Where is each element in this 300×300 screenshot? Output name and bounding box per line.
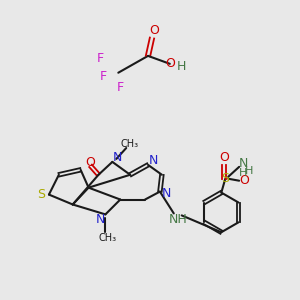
Text: S: S	[37, 188, 45, 201]
Text: CH₃: CH₃	[120, 139, 138, 149]
Text: H: H	[245, 166, 253, 176]
Text: H: H	[177, 60, 186, 73]
Text: N: N	[148, 154, 158, 167]
Text: H: H	[239, 168, 247, 178]
Text: F: F	[100, 70, 107, 83]
Text: N: N	[112, 152, 122, 164]
Text: N: N	[162, 187, 172, 200]
Text: O: O	[85, 156, 95, 170]
Text: CH₃: CH₃	[98, 233, 116, 243]
Text: N: N	[238, 158, 248, 170]
Text: O: O	[219, 152, 229, 164]
Text: O: O	[149, 24, 159, 37]
Text: O: O	[239, 174, 249, 187]
Text: S: S	[221, 172, 229, 185]
Text: F: F	[117, 81, 124, 94]
Text: NH: NH	[168, 213, 187, 226]
Text: O: O	[165, 57, 175, 70]
Text: N: N	[96, 213, 105, 226]
Text: F: F	[97, 52, 104, 65]
